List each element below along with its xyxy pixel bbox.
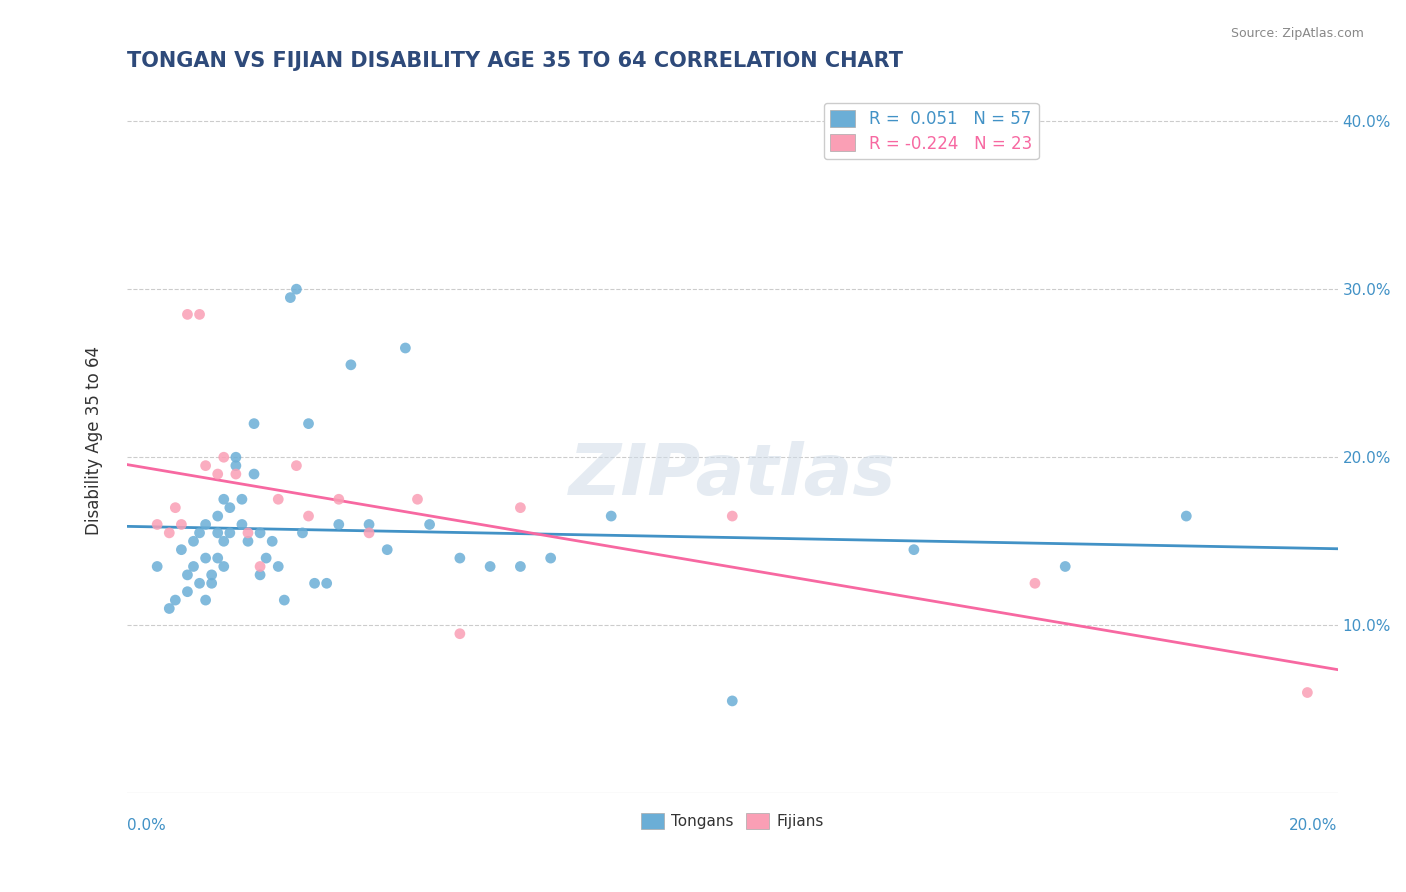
Point bbox=[170, 517, 193, 532]
Point bbox=[212, 534, 235, 549]
Point bbox=[218, 500, 240, 515]
Point bbox=[721, 694, 744, 708]
Point bbox=[285, 458, 308, 473]
Point bbox=[188, 307, 211, 321]
Text: TONGAN VS FIJIAN DISABILITY AGE 35 TO 64 CORRELATION CHART: TONGAN VS FIJIAN DISABILITY AGE 35 TO 64… bbox=[127, 51, 903, 70]
Point bbox=[194, 593, 217, 607]
Point bbox=[146, 559, 169, 574]
Point bbox=[328, 517, 350, 532]
Point bbox=[1175, 509, 1198, 524]
Point bbox=[176, 567, 198, 582]
Point bbox=[340, 358, 363, 372]
Point bbox=[509, 500, 531, 515]
Point bbox=[201, 576, 224, 591]
Point bbox=[207, 509, 229, 524]
Point bbox=[903, 542, 925, 557]
Point bbox=[243, 467, 266, 481]
Point bbox=[176, 307, 198, 321]
Point bbox=[509, 559, 531, 574]
Point bbox=[249, 559, 271, 574]
Point bbox=[254, 551, 277, 566]
Point bbox=[600, 509, 623, 524]
Point bbox=[165, 593, 187, 607]
Point bbox=[304, 576, 326, 591]
Point bbox=[231, 517, 253, 532]
Point bbox=[721, 509, 744, 524]
Point bbox=[1054, 559, 1077, 574]
Point bbox=[1024, 576, 1046, 591]
Point bbox=[419, 517, 441, 532]
Point bbox=[146, 517, 169, 532]
Point bbox=[194, 517, 217, 532]
Point bbox=[449, 626, 471, 640]
Legend: R =  0.051   N = 57, R = -0.224   N = 23: R = 0.051 N = 57, R = -0.224 N = 23 bbox=[824, 103, 1039, 160]
Point bbox=[249, 525, 271, 540]
Point bbox=[406, 492, 429, 507]
Point bbox=[225, 458, 247, 473]
Text: 20.0%: 20.0% bbox=[1289, 818, 1337, 833]
Point bbox=[225, 467, 247, 481]
Point bbox=[207, 551, 229, 566]
Point bbox=[194, 551, 217, 566]
Point bbox=[243, 417, 266, 431]
Point bbox=[207, 467, 229, 481]
Point bbox=[394, 341, 416, 355]
Point bbox=[315, 576, 337, 591]
Point bbox=[183, 559, 205, 574]
Point bbox=[236, 525, 259, 540]
Point bbox=[540, 551, 562, 566]
Point bbox=[225, 450, 247, 465]
Point bbox=[165, 500, 187, 515]
Point bbox=[328, 492, 350, 507]
Point bbox=[280, 291, 302, 305]
Y-axis label: Disability Age 35 to 64: Disability Age 35 to 64 bbox=[86, 346, 103, 535]
Point bbox=[188, 576, 211, 591]
Point bbox=[170, 542, 193, 557]
Point bbox=[176, 584, 198, 599]
Point bbox=[218, 525, 240, 540]
Point bbox=[375, 542, 398, 557]
Point bbox=[207, 525, 229, 540]
Text: Source: ZipAtlas.com: Source: ZipAtlas.com bbox=[1230, 27, 1364, 40]
Point bbox=[267, 559, 290, 574]
Point bbox=[201, 567, 224, 582]
Point bbox=[157, 525, 180, 540]
Point bbox=[297, 417, 319, 431]
Point bbox=[273, 593, 295, 607]
Point bbox=[357, 517, 380, 532]
Point bbox=[249, 567, 271, 582]
Text: ZIPatlas: ZIPatlas bbox=[568, 442, 896, 510]
Point bbox=[291, 525, 314, 540]
Point bbox=[262, 534, 284, 549]
Point bbox=[212, 450, 235, 465]
Point bbox=[285, 282, 308, 296]
Point bbox=[183, 534, 205, 549]
Point bbox=[1296, 685, 1319, 699]
Point bbox=[267, 492, 290, 507]
Point bbox=[479, 559, 502, 574]
Point bbox=[157, 601, 180, 615]
Point bbox=[449, 551, 471, 566]
Point bbox=[212, 559, 235, 574]
Point bbox=[236, 534, 259, 549]
Point bbox=[188, 525, 211, 540]
Point bbox=[231, 492, 253, 507]
Point bbox=[357, 525, 380, 540]
Point bbox=[194, 458, 217, 473]
Point bbox=[297, 509, 319, 524]
Point bbox=[212, 492, 235, 507]
Text: 0.0%: 0.0% bbox=[127, 818, 166, 833]
